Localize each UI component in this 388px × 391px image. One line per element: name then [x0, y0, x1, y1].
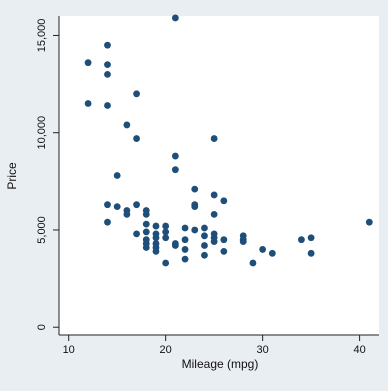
- x-tick-label: 10: [63, 344, 75, 356]
- data-point: [239, 238, 247, 246]
- data-point: [181, 255, 189, 263]
- data-point: [162, 222, 170, 230]
- data-point: [298, 236, 305, 244]
- data-point: [249, 259, 257, 267]
- data-point: [162, 228, 170, 236]
- x-axis-label: Mileage (mpg): [182, 357, 259, 371]
- data-point: [210, 238, 218, 246]
- data-point: [113, 172, 121, 179]
- y-tick-label: 0: [36, 324, 48, 330]
- y-tick-label: 10,000: [36, 116, 48, 150]
- data-point: [84, 59, 92, 67]
- data-point: [259, 246, 267, 253]
- data-point: [113, 203, 121, 211]
- data-point: [201, 232, 208, 240]
- data-point: [181, 224, 189, 232]
- data-point: [104, 70, 111, 78]
- data-point: [104, 41, 111, 49]
- data-point: [210, 135, 218, 142]
- data-point: [142, 211, 150, 218]
- data-points: [84, 14, 373, 267]
- y-axis-label: Price: [5, 162, 19, 190]
- data-point: [152, 247, 160, 255]
- data-point: [268, 249, 276, 257]
- y-tick-label: 15,000: [36, 19, 48, 53]
- data-point: [191, 203, 199, 211]
- data-point: [162, 234, 170, 242]
- data-point: [142, 244, 150, 251]
- data-point: [162, 259, 170, 267]
- data-point: [201, 251, 208, 259]
- data-point: [220, 197, 228, 205]
- data-point: [104, 61, 111, 69]
- data-point: [152, 222, 160, 230]
- data-point: [191, 185, 199, 193]
- data-point: [171, 242, 179, 249]
- data-point: [220, 236, 228, 244]
- data-point: [307, 234, 315, 242]
- x-tick-label: 20: [160, 344, 172, 356]
- data-point: [133, 90, 140, 98]
- data-point: [142, 228, 150, 236]
- data-point: [171, 152, 179, 160]
- data-point: [171, 14, 179, 22]
- data-point: [104, 102, 111, 109]
- data-point: [220, 247, 228, 255]
- data-point: [84, 100, 92, 107]
- data-point: [201, 242, 208, 249]
- x-tick-label: 40: [353, 344, 365, 356]
- data-point: [210, 211, 218, 218]
- data-point: [365, 218, 373, 226]
- data-point: [191, 226, 199, 234]
- data-point: [123, 121, 131, 129]
- y-tick-label: 5,000: [36, 216, 48, 244]
- data-point: [133, 230, 140, 238]
- x-axis: 10 20 30 40: [59, 334, 379, 356]
- plot-area: [59, 16, 379, 335]
- data-point: [307, 249, 315, 257]
- data-point: [181, 236, 189, 244]
- y-axis: 0 5,000 10,000 15,000: [36, 16, 60, 335]
- data-point: [123, 211, 131, 218]
- data-point: [181, 246, 189, 253]
- data-point: [104, 218, 111, 226]
- data-point: [171, 166, 179, 174]
- data-point: [133, 135, 140, 142]
- data-point: [133, 201, 140, 209]
- data-point: [201, 224, 208, 232]
- x-tick-label: 30: [257, 344, 269, 356]
- data-point: [152, 234, 160, 242]
- data-point: [142, 220, 150, 228]
- data-point: [210, 191, 218, 199]
- data-point: [104, 201, 111, 209]
